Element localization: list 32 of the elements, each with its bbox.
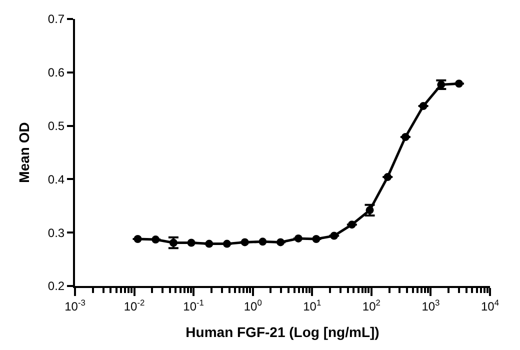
x-tick-label: 10$^{0}$ [244, 297, 262, 314]
x-tick-label: 10$^{1}$ [303, 297, 322, 314]
point [455, 80, 463, 88]
x-axis-title: Human FGF-21 (Log [ng/mL]) [186, 324, 380, 340]
y-tick-label: 0.7 [48, 12, 65, 26]
x-tick-label: 10$^{-2}$ [124, 297, 146, 314]
point [312, 235, 320, 244]
point [348, 220, 356, 229]
point [419, 102, 428, 110]
point [276, 238, 285, 246]
point [134, 235, 142, 244]
y-tick-label: 0.2 [48, 279, 65, 294]
point [222, 240, 231, 248]
point [384, 173, 392, 182]
point [401, 133, 410, 142]
y-axis-title: Mean OD [16, 122, 32, 183]
point [258, 238, 267, 246]
point [152, 236, 160, 244]
point [330, 232, 338, 240]
point [187, 238, 196, 247]
point [294, 234, 302, 242]
x-tick-label: 10$^{2}$ [362, 297, 381, 314]
x-tick-label: 10$^{-1}$ [183, 297, 204, 314]
x-tick-label: 10$^{-3}$ [64, 297, 86, 314]
x-tick-label: 10$^{4}$ [480, 297, 500, 314]
y-tick-label: 0.4 [48, 172, 65, 186]
x-tick-label: 10$^{3}$ [422, 297, 440, 314]
y-tick-label: 0.5 [48, 119, 65, 133]
y-tick-label: 0.3 [48, 226, 65, 240]
point [240, 238, 249, 246]
y-tick-label: 0.6 [48, 66, 65, 80]
point [205, 240, 214, 248]
